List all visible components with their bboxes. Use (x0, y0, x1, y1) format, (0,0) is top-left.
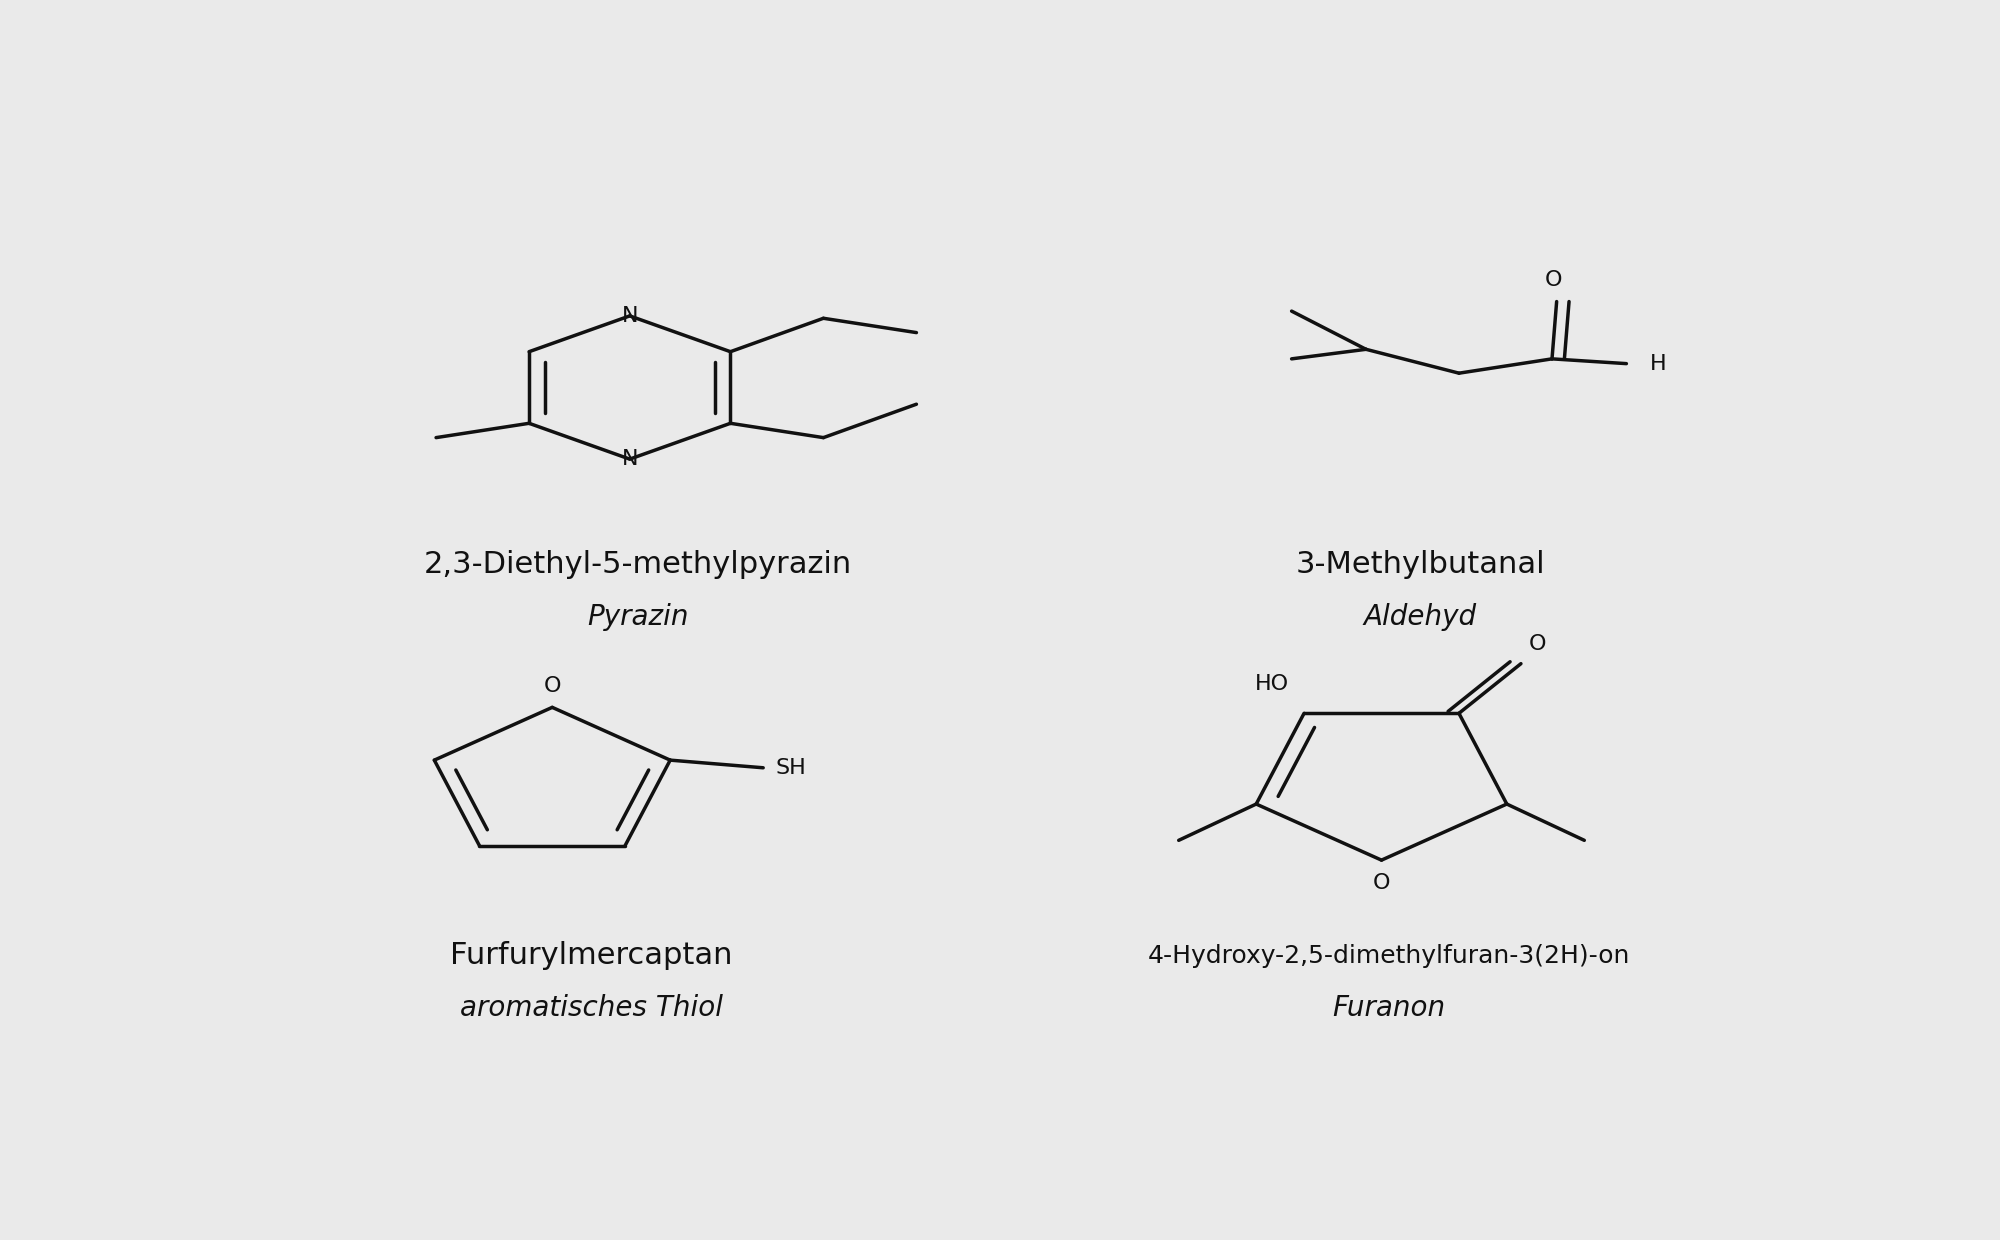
Text: N: N (622, 449, 638, 469)
Text: Furanon: Furanon (1332, 994, 1446, 1022)
Text: N: N (622, 306, 638, 326)
Text: HO: HO (1254, 675, 1288, 694)
Text: O: O (544, 676, 560, 696)
Text: SH: SH (776, 758, 806, 777)
Text: Aldehyd: Aldehyd (1364, 603, 1476, 631)
Text: 3-Methylbutanal: 3-Methylbutanal (1296, 549, 1546, 579)
Text: aromatisches Thiol: aromatisches Thiol (460, 994, 722, 1022)
Text: O: O (1544, 270, 1562, 290)
Text: H: H (1650, 353, 1666, 373)
Text: Pyrazin: Pyrazin (586, 603, 688, 631)
Text: 2,3-Diethyl-5-methylpyrazin: 2,3-Diethyl-5-methylpyrazin (424, 549, 852, 579)
Text: O: O (1528, 634, 1546, 655)
Text: Furfurylmercaptan: Furfurylmercaptan (450, 941, 732, 970)
Text: 4-Hydroxy-2,5-dimethylfuran-3(2H)-on: 4-Hydroxy-2,5-dimethylfuran-3(2H)-on (1148, 944, 1630, 967)
Text: O: O (1372, 873, 1390, 894)
